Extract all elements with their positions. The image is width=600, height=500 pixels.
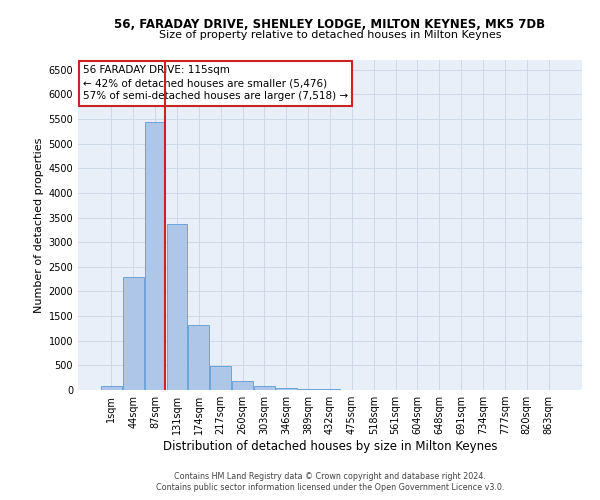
- Bar: [210, 366, 231, 390]
- Bar: [276, 388, 296, 390]
- Bar: [167, 224, 187, 390]
- Bar: [123, 276, 143, 390]
- Bar: [298, 388, 319, 390]
- Bar: [320, 389, 340, 390]
- Bar: [188, 326, 209, 390]
- Y-axis label: Number of detached properties: Number of detached properties: [34, 138, 44, 312]
- Text: Contains HM Land Registry data © Crown copyright and database right 2024.
Contai: Contains HM Land Registry data © Crown c…: [156, 472, 504, 492]
- Text: Size of property relative to detached houses in Milton Keynes: Size of property relative to detached ho…: [159, 30, 501, 40]
- Text: 56, FARADAY DRIVE, SHENLEY LODGE, MILTON KEYNES, MK5 7DB: 56, FARADAY DRIVE, SHENLEY LODGE, MILTON…: [115, 18, 545, 30]
- Bar: [101, 386, 122, 390]
- Bar: [254, 386, 275, 390]
- Bar: [145, 122, 166, 390]
- Text: 56 FARADAY DRIVE: 115sqm
← 42% of detached houses are smaller (5,476)
57% of sem: 56 FARADAY DRIVE: 115sqm ← 42% of detach…: [83, 65, 348, 102]
- X-axis label: Distribution of detached houses by size in Milton Keynes: Distribution of detached houses by size …: [163, 440, 497, 453]
- Bar: [232, 381, 253, 390]
